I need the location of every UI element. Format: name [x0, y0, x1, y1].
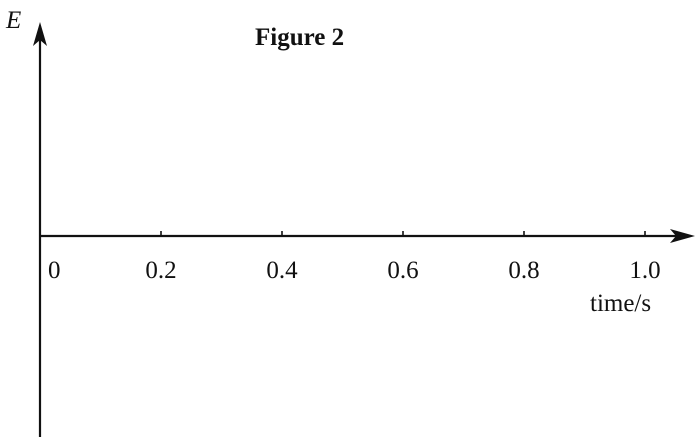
y-axis-label: E: [5, 7, 21, 34]
x-axis-arrowhead: [670, 229, 695, 243]
x-tick-label: 0: [48, 257, 61, 284]
x-tick-label: 0.4: [266, 257, 298, 284]
x-tick-label: 0.6: [387, 257, 418, 284]
x-tick-label: 0.2: [145, 257, 176, 284]
x-tick-label: 1.0: [629, 257, 660, 284]
y-axis-arrowhead: [33, 22, 47, 46]
chart-title: Figure 2: [255, 24, 344, 51]
x-tick-label: 0.8: [508, 257, 539, 284]
x-axis-label: time/s: [590, 290, 651, 317]
x-ticks-group: 0 0.2 0.4 0.6 0.8 1.0: [48, 231, 661, 284]
